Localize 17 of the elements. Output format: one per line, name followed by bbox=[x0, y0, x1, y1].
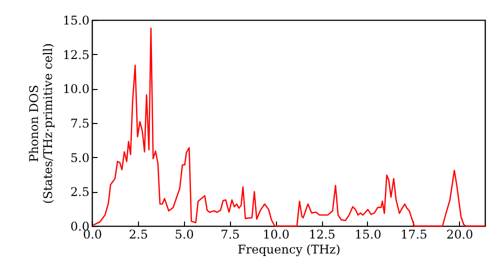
x-tick-label: 17.5 bbox=[400, 228, 428, 242]
y-tick-label: 12.5 bbox=[62, 48, 90, 62]
y-tick-label: 2.5 bbox=[70, 185, 90, 200]
x-tick-label: 15.0 bbox=[354, 228, 382, 242]
x-tick-label: 20.0 bbox=[446, 228, 474, 242]
x-tick-label: 5.0 bbox=[174, 228, 194, 242]
x-tick-label: 7.5 bbox=[220, 228, 240, 242]
y-tick-label: 10.0 bbox=[62, 82, 90, 96]
y-tick-label: 5.0 bbox=[70, 150, 90, 165]
y-tick-label: 7.5 bbox=[70, 116, 90, 130]
x-tick-label: 12.5 bbox=[308, 228, 336, 242]
x-tick-label: 10.0 bbox=[262, 228, 290, 242]
x-axis-title: Frequency (THz) bbox=[238, 242, 340, 256]
x-tick-label: 2.5 bbox=[128, 228, 148, 242]
y-tick-label: 15.0 bbox=[62, 14, 90, 28]
y-axis-title: Phonon DOS (States/THz·primitive cell) bbox=[26, 43, 55, 204]
line-series bbox=[92, 28, 486, 227]
